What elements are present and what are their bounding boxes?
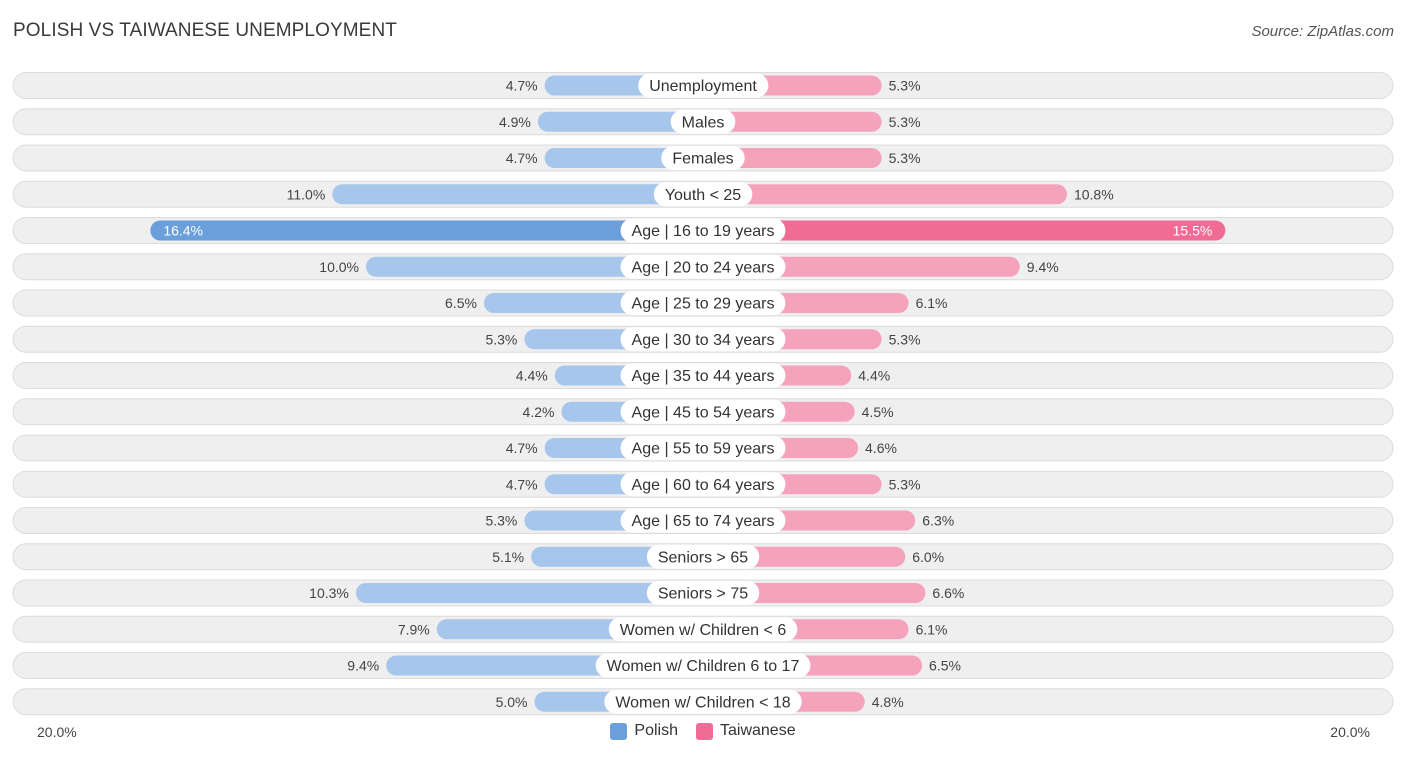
value-label-polish: 4.7% (506, 476, 538, 492)
category-label: Males (682, 114, 725, 131)
value-label-polish: 4.7% (506, 78, 538, 94)
bar-taiwanese (703, 184, 1067, 205)
legend-swatch-taiwanese (695, 722, 713, 740)
legend-item-taiwanese[interactable]: Taiwanese (695, 722, 796, 740)
value-label-taiwanese: 6.1% (916, 621, 948, 637)
category-label: Age | 60 to 64 years (632, 477, 775, 494)
bar-polish (332, 184, 703, 205)
category-label-pill (620, 508, 786, 533)
value-label-polish: 4.7% (506, 440, 538, 456)
value-label-polish: 5.3% (485, 513, 517, 529)
value-label-taiwanese: 9.4% (1027, 259, 1059, 275)
value-label-taiwanese: 5.3% (889, 150, 921, 166)
value-label-taiwanese: 6.1% (916, 295, 948, 311)
category-label-pill (620, 436, 786, 460)
category-label: Youth < 25 (665, 187, 741, 204)
value-label-polish: 4.4% (516, 368, 548, 384)
category-label-pill (620, 399, 786, 424)
value-label-taiwanese: 6.5% (929, 658, 961, 674)
category-label: Women w/ Children < 18 (615, 694, 790, 711)
source-credit: Source: ZipAtlas.com (1251, 23, 1394, 40)
category-label: Age | 16 to 19 years (632, 223, 775, 240)
category-label-pill (620, 218, 786, 243)
bar-polish (150, 220, 703, 241)
category-label: Age | 30 to 34 years (632, 332, 775, 349)
value-label-polish: 7.9% (398, 621, 430, 637)
category-label-pill (646, 544, 760, 569)
category-label: Age | 35 to 44 years (632, 368, 775, 385)
bar-polish (537, 111, 703, 132)
bar-taiwanese (703, 148, 882, 168)
legend-swatch-polish (610, 722, 628, 740)
category-label: Women w/ Children 6 to 17 (607, 658, 800, 675)
category-label: Unemployment (649, 78, 757, 95)
legend: Polish Taiwanese (0, 722, 1406, 740)
value-label-polish: 4.7% (506, 150, 538, 166)
value-label-taiwanese: 5.3% (889, 78, 921, 94)
category-label-pill (646, 581, 760, 605)
value-label-polish: 5.3% (485, 331, 517, 347)
value-label-polish: 5.0% (496, 694, 528, 710)
category-label-pill (595, 653, 811, 678)
value-label-taiwanese: 4.5% (862, 404, 894, 420)
bar-taiwanese (703, 111, 882, 132)
category-label-pill (653, 182, 753, 207)
value-label-taiwanese: 4.8% (872, 694, 904, 710)
value-label-taiwanese: 4.6% (865, 440, 897, 456)
legend-label-polish: Polish (634, 722, 678, 739)
value-label-polish: 10.3% (309, 585, 349, 601)
value-label-taiwanese: 5.3% (889, 476, 921, 492)
category-label-pill (620, 254, 786, 279)
value-label-taiwanese: 4.4% (858, 368, 890, 384)
category-label-pill (620, 363, 786, 388)
category-label-pill (670, 109, 736, 134)
chart-title: POLISH VS TAIWANESE UNEMPLOYMENT (13, 20, 397, 41)
bar-taiwanese (703, 220, 1226, 241)
value-label-taiwanese: 10.8% (1074, 186, 1114, 202)
value-label-taiwanese: 5.3% (889, 114, 921, 130)
value-label-polish: 4.2% (523, 404, 555, 420)
category-label-pill (604, 689, 802, 714)
category-label: Age | 45 to 54 years (632, 404, 775, 421)
value-label-polish: 11.0% (287, 186, 326, 202)
category-label: Age | 65 to 74 years (632, 513, 775, 530)
category-label-pill (661, 146, 745, 170)
category-label-pill (638, 73, 769, 98)
category-label-pill (608, 617, 798, 642)
axis-right-label: 20.0% (1330, 724, 1370, 740)
value-label-polish: 6.5% (445, 295, 477, 311)
bar-polish (366, 256, 703, 277)
value-label-polish: 4.9% (499, 114, 531, 130)
axis-left-label: 20.0% (37, 724, 77, 740)
category-label: Seniors > 65 (658, 549, 748, 566)
legend-item-polish[interactable]: Polish (610, 722, 678, 740)
category-label: Age | 55 to 59 years (632, 441, 775, 458)
value-label-taiwanese: 6.0% (912, 549, 944, 565)
bar-taiwanese (703, 583, 926, 603)
category-label: Females (672, 151, 733, 168)
legend-label-taiwanese: Taiwanese (719, 722, 796, 739)
category-label: Age | 20 to 24 years (632, 259, 775, 276)
category-label-pill (620, 472, 786, 497)
value-label-polish: 16.4% (163, 223, 203, 239)
category-label: Seniors > 75 (658, 586, 748, 603)
value-label-polish: 9.4% (347, 658, 379, 674)
value-label-taiwanese: 6.3% (922, 513, 954, 529)
category-label-pill (620, 327, 786, 352)
value-label-polish: 10.0% (319, 259, 359, 275)
value-label-taiwanese: 6.6% (932, 585, 964, 601)
category-label-pill (620, 291, 786, 315)
bar-polish (355, 583, 703, 603)
category-label: Women w/ Children < 6 (620, 622, 787, 639)
value-label-taiwanese: 5.3% (889, 331, 921, 347)
value-label-polish: 5.1% (492, 549, 524, 565)
category-label: Age | 25 to 29 years (632, 296, 775, 313)
value-label-taiwanese: 15.5% (1173, 223, 1213, 239)
